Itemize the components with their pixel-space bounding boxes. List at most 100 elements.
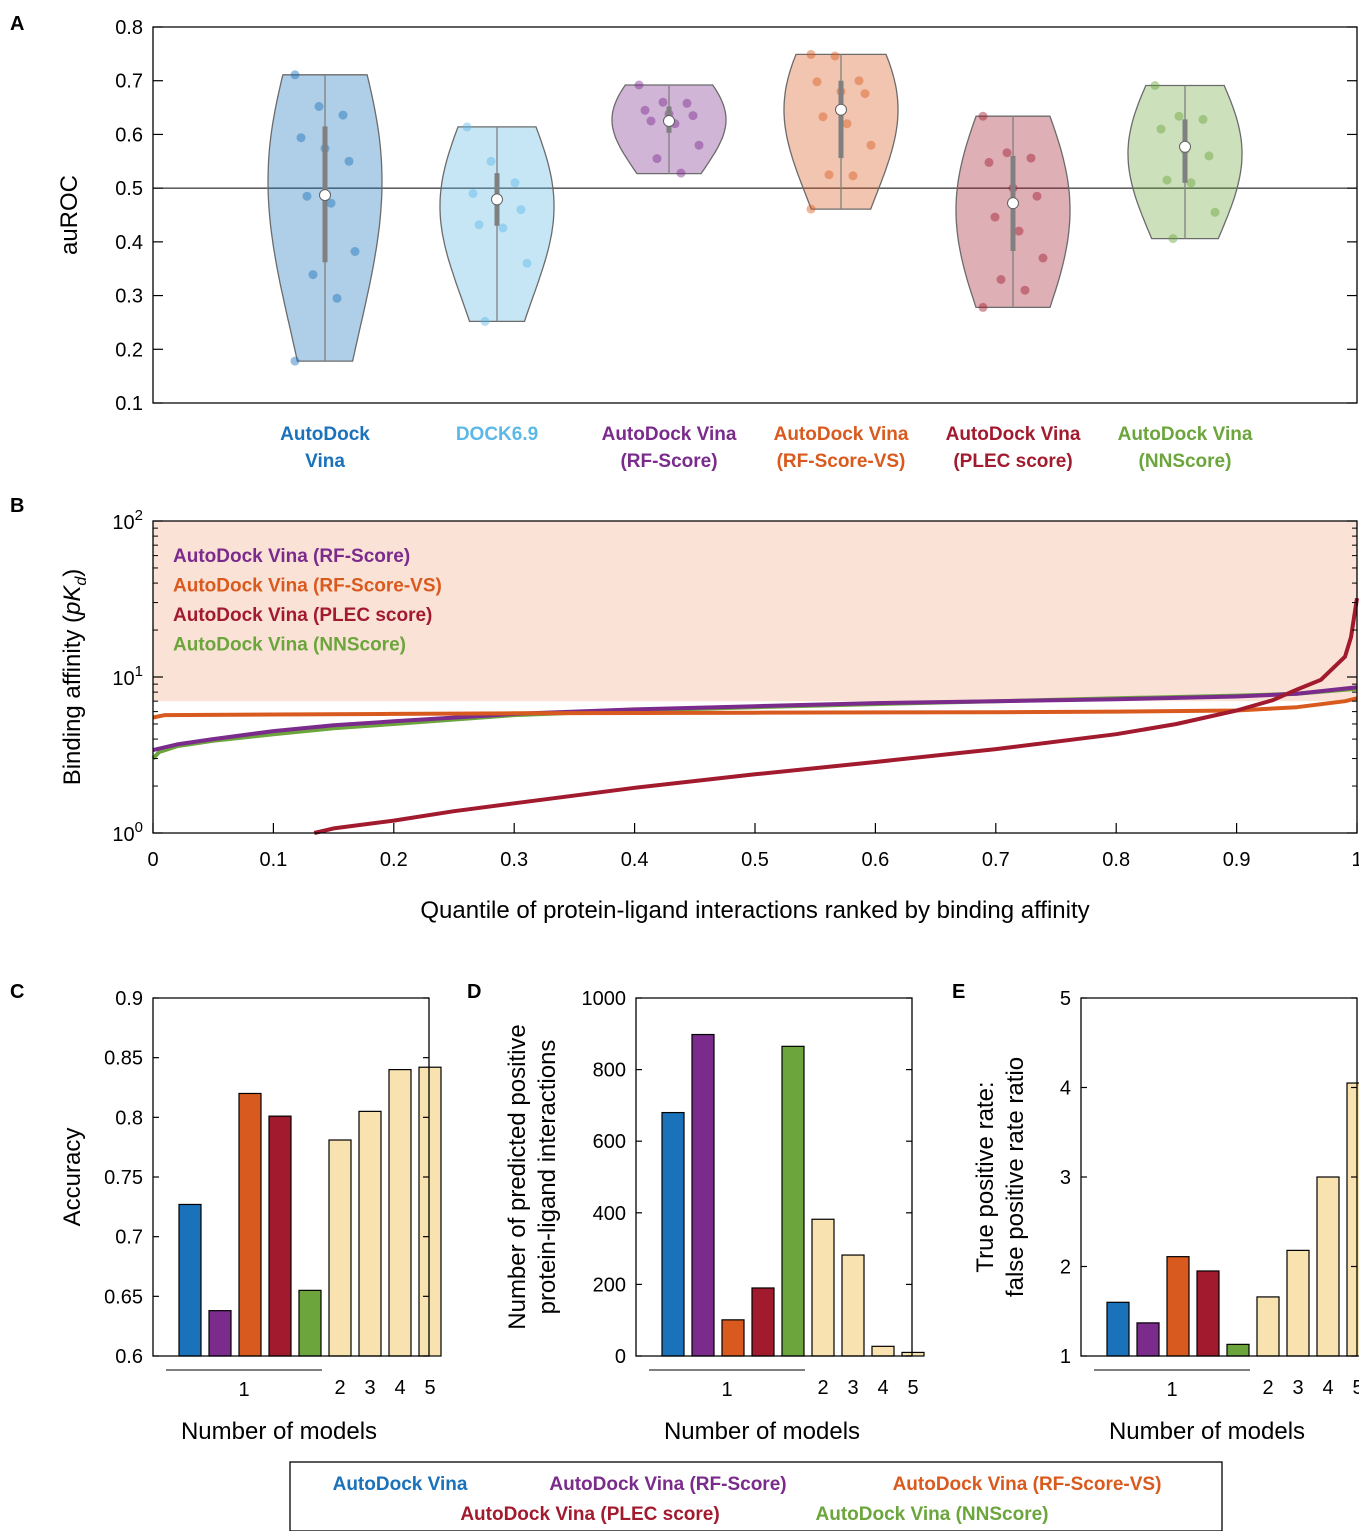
- data-point: [462, 122, 472, 132]
- data-point: [1168, 234, 1178, 244]
- data-point: [1026, 153, 1036, 163]
- y-tick-label: 0.9: [115, 988, 143, 1010]
- y-tick-label: 0.6: [115, 1346, 143, 1368]
- bar: [1346, 1082, 1359, 1357]
- data-point: [842, 119, 852, 129]
- y-tick-label: 100: [112, 819, 143, 846]
- legend-entry: AutoDock Vina (RF-Score-VS): [893, 1474, 1162, 1495]
- data-point: [350, 247, 360, 256]
- x-tick-label: 0.5: [741, 849, 769, 871]
- y-axis-title: True positive rate:: [972, 1081, 999, 1272]
- x-tick-label: 5: [907, 1377, 918, 1399]
- y-tick-exponent: 2: [135, 507, 143, 524]
- y-tick-base: 10: [112, 512, 134, 534]
- x-axis-title: Quantile of protein-ligand interactions …: [420, 897, 1089, 924]
- data-point: [682, 98, 692, 108]
- data-point: [308, 270, 318, 280]
- data-point: [290, 70, 300, 80]
- y-tick-label: 4: [1060, 1078, 1071, 1100]
- bar: [1226, 1343, 1250, 1357]
- data-point: [302, 191, 312, 201]
- bar: [388, 1068, 412, 1357]
- y-tick-label: 0.8: [115, 17, 143, 39]
- data-point: [498, 223, 508, 233]
- y-axis-title: Number of predicted positive: [504, 1024, 531, 1329]
- data-point: [1162, 175, 1172, 185]
- median-marker: [319, 189, 331, 202]
- y-tick-base: 10: [112, 824, 134, 846]
- bar: [298, 1289, 322, 1357]
- data-point: [806, 49, 816, 59]
- bar: [268, 1115, 292, 1357]
- x-tick-label: 3: [364, 1377, 375, 1399]
- category-label: DOCK6.9: [456, 424, 538, 445]
- x-tick-label: 0: [147, 849, 158, 871]
- bar: [328, 1139, 352, 1357]
- bar: [1286, 1249, 1310, 1357]
- x-tick-label: 4: [877, 1377, 888, 1399]
- x-axis-title: Number of models: [181, 1418, 377, 1445]
- x-tick-label: 2: [1262, 1377, 1273, 1399]
- data-point: [480, 316, 490, 326]
- x-tick-label: 3: [847, 1377, 858, 1399]
- y-tick-label: 0.8: [115, 1107, 143, 1129]
- bar: [1106, 1301, 1130, 1357]
- x-tick-label: 2: [334, 1377, 345, 1399]
- data-point: [522, 258, 532, 268]
- bar: [1256, 1296, 1280, 1357]
- category-label: (RF-Score): [620, 451, 717, 472]
- category-label: (NNScore): [1139, 451, 1232, 472]
- legend-entry: AutoDock Vina (NNScore): [173, 635, 406, 656]
- data-point: [1156, 124, 1166, 134]
- data-point: [474, 220, 484, 230]
- x-axis-title: Number of models: [1109, 1418, 1305, 1445]
- data-point: [854, 76, 864, 86]
- data-point: [314, 102, 324, 111]
- bar: [751, 1287, 775, 1357]
- data-point: [1174, 111, 1184, 121]
- legend-entry: AutoDock Vina (RF-Score-VS): [173, 576, 442, 597]
- data-point: [866, 140, 876, 150]
- y-axis-title: Accuracy: [59, 1128, 86, 1227]
- x-tick-label: 0.4: [621, 849, 649, 871]
- data-point: [860, 89, 870, 99]
- data-point: [510, 178, 520, 188]
- data-point: [1038, 253, 1048, 263]
- data-point: [984, 157, 994, 167]
- data-point: [652, 154, 662, 164]
- x-tick-label: 0.6: [861, 849, 889, 871]
- data-point: [646, 116, 656, 126]
- data-point: [516, 205, 526, 215]
- data-point: [676, 168, 686, 178]
- data-point: [332, 293, 342, 303]
- x-tick-label: 4: [394, 1377, 405, 1399]
- data-point: [1014, 226, 1024, 236]
- bottom-legend: AutoDock Vina AutoDock Vina (RF-Score) Aut…: [289, 1461, 1223, 1531]
- bar: [841, 1254, 865, 1357]
- bar: [1166, 1256, 1190, 1357]
- x-tick-label: 0.9: [1223, 849, 1251, 871]
- data-point: [848, 171, 858, 181]
- bar: [1316, 1176, 1340, 1357]
- x-tick-label: 1: [1351, 849, 1359, 871]
- y-tick-label: 0.65: [104, 1286, 143, 1308]
- group-label: 1: [238, 1379, 249, 1401]
- data-point: [978, 302, 988, 312]
- data-point: [990, 212, 1000, 222]
- y-tick-label: 0.4: [115, 232, 143, 254]
- y-tick-label: 200: [593, 1274, 626, 1296]
- bar: [811, 1218, 835, 1357]
- y-tick-exponent: 1: [135, 663, 143, 680]
- y-tick-label: 0.6: [115, 124, 143, 146]
- panel-e-label: E: [952, 981, 965, 1003]
- x-tick-label: 2: [817, 1377, 828, 1399]
- data-point: [326, 198, 336, 208]
- data-point: [818, 112, 828, 122]
- data-point: [996, 275, 1006, 284]
- median-marker: [1007, 197, 1019, 210]
- y-axis-title: false positive rate ratio: [1002, 1057, 1029, 1297]
- median-marker: [835, 103, 847, 116]
- x-tick-label: 0.1: [259, 849, 287, 871]
- y-tick-label: 0.3: [115, 286, 143, 308]
